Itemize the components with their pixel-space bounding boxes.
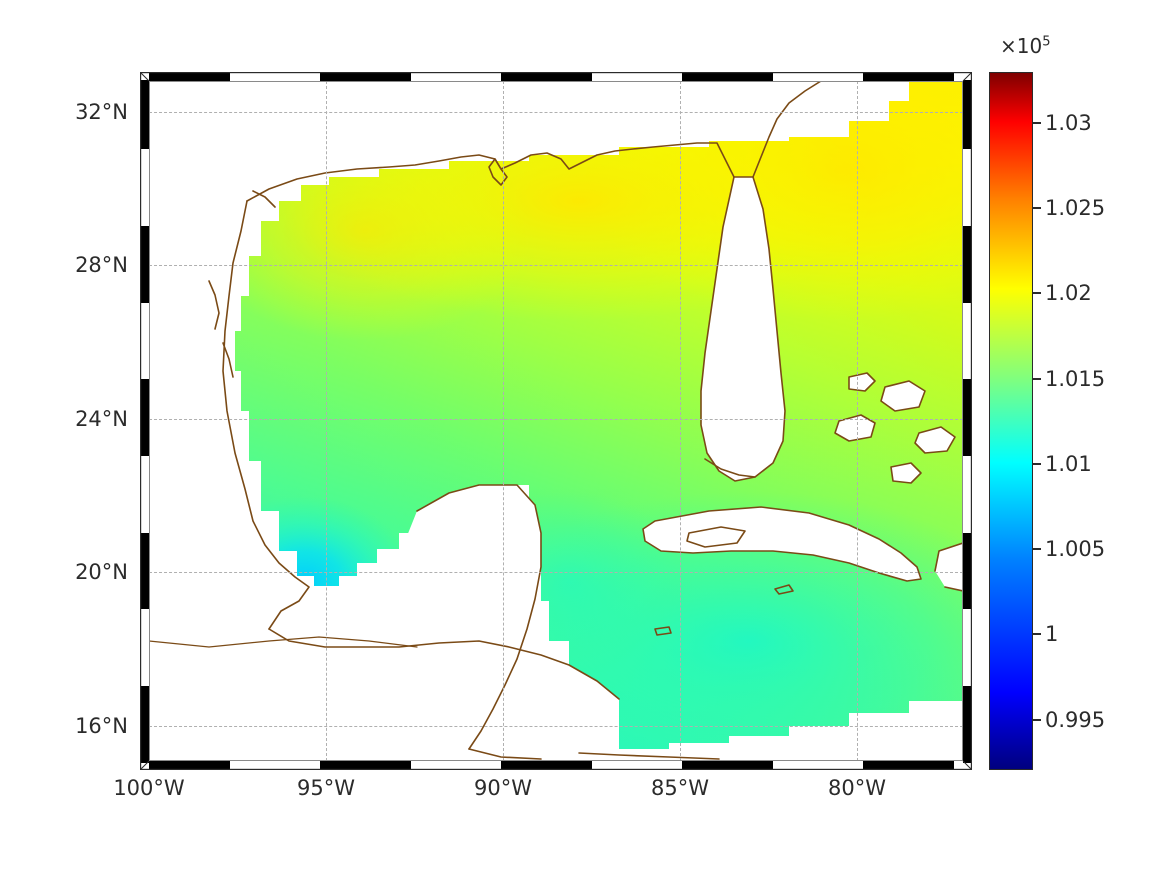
colorbar-tick-1-01 [1033,463,1041,465]
colorbar-axes[interactable]: 1.03 1.025 1.02 1.015 1.01 1.005 1 0.995 [989,72,1105,770]
gridline-lon-80w [857,81,858,761]
colorbar-tick-0-995 [1033,719,1041,721]
colorbar-tick-1 [1033,633,1041,635]
colorbar-label-1-025: 1.025 [1045,196,1106,220]
gridline-lat-16n [149,726,963,727]
lon-tick-label-100w: 100°W [113,776,185,800]
scalar-field-layer [149,81,963,761]
colorbar-label-1-02: 1.02 [1045,281,1092,305]
gridline-lon-90w [503,81,504,761]
colorbar-label-1-03: 1.03 [1045,111,1092,135]
gridline-lon-95w [326,81,327,761]
lat-tick-label-32n: 32°N [75,100,128,124]
colorbar-tick-1-025 [1033,207,1041,209]
gridline-lat-24n [149,419,963,420]
colorbar-gradient[interactable] [989,72,1033,770]
lat-tick-label-20n: 20°N [75,560,128,584]
lon-tick-label-90w: 90°W [474,776,532,800]
colorbar-exponent-base: ×10 [1000,34,1043,58]
colorbar-label-0-995: 0.995 [1045,708,1106,732]
colorbar-label-1: 1 [1045,622,1059,646]
colorbar-exponent-power: 5 [1042,34,1051,50]
gridline-lat-28n [149,265,963,266]
colorbar-tick-1-02 [1033,292,1041,294]
gridline-lat-32n [149,112,963,113]
lat-tick-label-28n: 28°N [75,253,128,277]
map-plot-region[interactable] [149,81,963,761]
colorbar-tick-1-03 [1033,122,1041,124]
gridline-lat-20n [149,572,963,573]
lon-tick-label-95w: 95°W [297,776,355,800]
colorbar-label-1-015: 1.015 [1045,367,1106,391]
colorbar-exponent-label: ×105 [1000,34,1051,58]
colorbar-label-1-005: 1.005 [1045,537,1106,561]
lat-tick-label-24n: 24°N [75,407,128,431]
colorbar-tick-1-015 [1033,378,1041,380]
lon-tick-label-80w: 80°W [828,776,886,800]
gridline-lon-85w [680,81,681,761]
lat-tick-label-16n: 16°N [75,714,128,738]
colorbar-label-1-01: 1.01 [1045,452,1092,476]
lon-tick-label-85w: 85°W [651,776,709,800]
colorbar-tick-1-005 [1033,548,1041,550]
map-axes[interactable] [140,72,972,770]
